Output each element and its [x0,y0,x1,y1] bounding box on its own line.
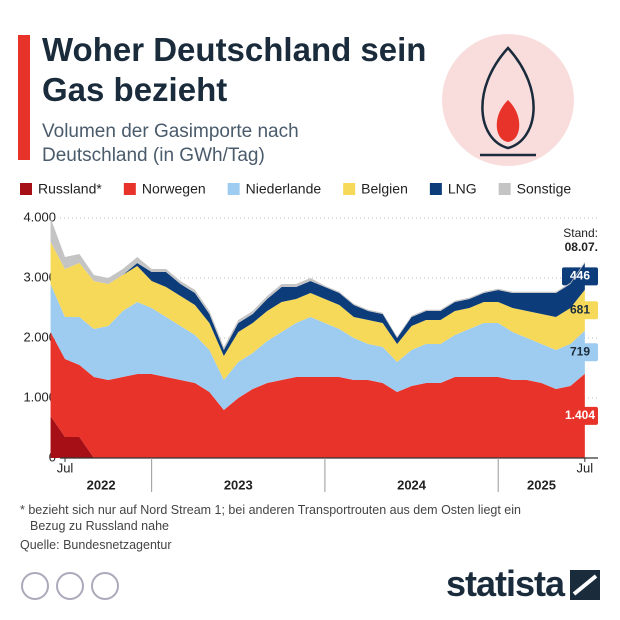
legend-swatch [429,183,442,195]
subtitle: Volumen der Gasimporte nach Deutschland … [42,121,299,166]
area [50,242,585,356]
annotation: 08.07. [565,240,598,254]
legend-label: Niederlande [246,181,322,197]
legend-label: Sonstige [517,181,572,197]
year-label: 2025 [527,477,556,492]
source: Quelle: Bundesnetzagentur [20,538,172,552]
legend-label: Belgien [361,181,408,197]
y-tick-label: 4.000 [23,209,56,224]
end-label: 681 [570,302,590,316]
legend-swatch [123,183,136,195]
end-label-box [562,343,598,362]
x-tick-label: Jul [57,460,74,475]
legend-swatch [20,183,32,195]
legend-label: LNG [448,181,477,197]
license-icons [21,572,119,600]
brand-logo [570,570,600,600]
year-label: 2024 [397,477,427,492]
annotation: Stand: [563,226,598,240]
y-tick-label: 1.000 [23,389,56,404]
area [50,218,585,350]
area [50,332,585,458]
legend-label: Norwegen [142,181,206,197]
end-label-box [562,406,598,425]
end-label: 719 [570,344,590,358]
year-label: 2022 [87,477,116,492]
end-label-box [562,267,598,286]
end-label: 1.404 [565,408,595,422]
brand: statista [446,563,565,604]
y-tick-label: 3.000 [23,269,56,284]
legend-label: Russland* [38,181,102,197]
area [50,242,585,380]
accent-bar [18,35,30,160]
y-tick-label: 2.000 [23,329,56,344]
flame-icon [442,34,574,166]
legend-swatch [343,183,356,195]
footnote: * bezieht sich nur auf Nord Stream 1; be… [20,503,521,533]
legend-swatch [227,183,240,195]
x-tick-label: Jul [577,460,594,475]
legend-swatch [498,183,511,195]
title: Woher Deutschland sein Gas bezieht [42,31,427,108]
end-label: 446 [570,269,590,283]
year-label: 2023 [224,477,253,492]
area [50,284,585,410]
